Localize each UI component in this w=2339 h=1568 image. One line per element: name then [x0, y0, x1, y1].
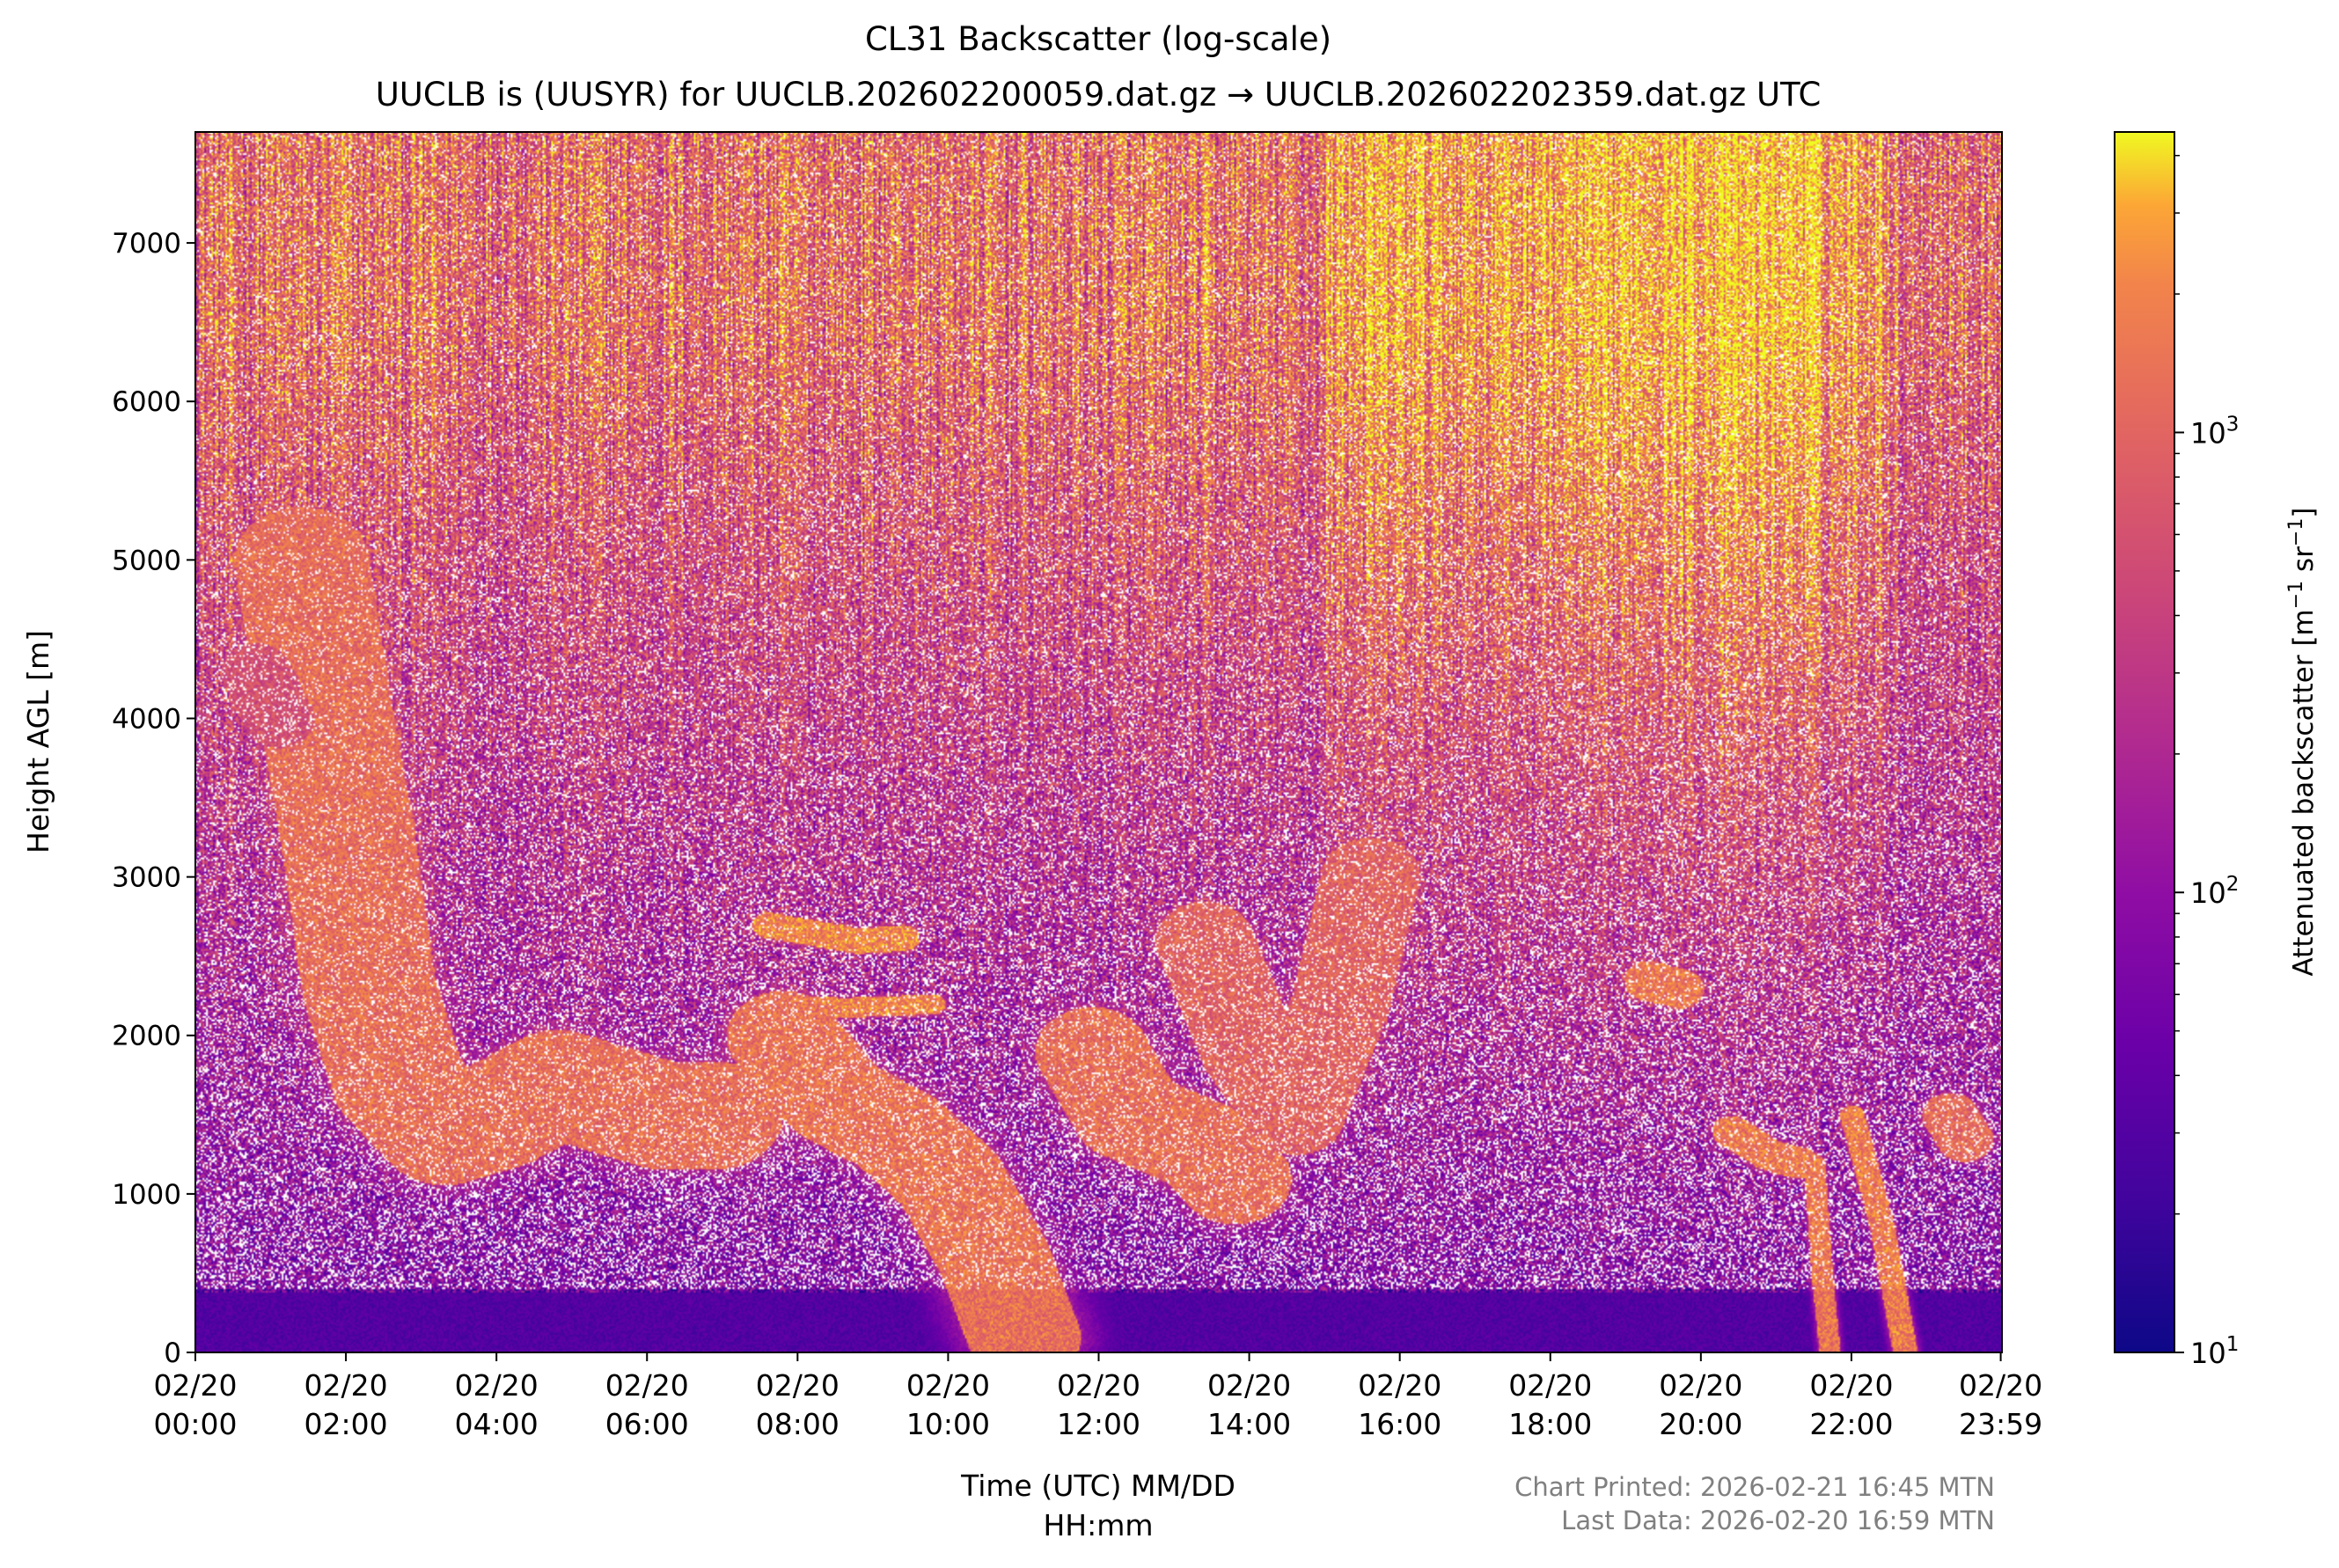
x-tick-time: 23:59 — [1959, 1407, 2042, 1441]
colorbar-tick-label: 103 — [2190, 413, 2239, 450]
x-tick-date: 02/20 — [906, 1368, 990, 1403]
y-tick-label: 2000 — [112, 1021, 181, 1052]
colorbar-label-exp2: −1 — [2285, 518, 2307, 546]
x-tick-time: 00:00 — [153, 1407, 237, 1441]
x-tick-date: 02/20 — [1358, 1368, 1441, 1403]
x-tick-date: 02/20 — [1659, 1368, 1742, 1403]
colorbar-label-main: Attenuated backscatter [m — [2288, 609, 2320, 976]
colorbar-tick-label: 101 — [2190, 1333, 2239, 1370]
colorbar — [2114, 131, 2175, 1353]
y-axis-label: Height AGL [m] — [21, 630, 55, 854]
x-axis: 02/20 00:00 02/20 02:00 02/20 04:00 02/20 06:00… — [153, 1352, 2042, 1441]
x-tick-time: 20:00 — [1659, 1407, 1742, 1441]
x-tick-time: 18:00 — [1508, 1407, 1592, 1441]
x-tick-time: 22:00 — [1809, 1407, 1893, 1441]
x-tick-time: 04:00 — [455, 1407, 539, 1441]
x-tick-date: 02/20 — [1959, 1368, 2042, 1403]
y-axis: 0 1000 2000 3000 4000 5000 6000 7000 — [112, 228, 195, 1369]
colorbar-label-exp1: −1 — [2285, 581, 2307, 609]
chart-title: CL31 Backscatter (log-scale) — [865, 20, 1331, 58]
y-tick-label: 3000 — [112, 862, 181, 894]
x-tick-time: 12:00 — [1057, 1407, 1140, 1441]
chart-subtitle: UUCLB is (UUSYR) for UUCLB.202602200059.… — [376, 76, 1822, 114]
y-tick-label: 6000 — [112, 386, 181, 418]
plot-area — [195, 132, 2002, 1352]
x-tick-time: 14:00 — [1207, 1407, 1291, 1441]
x-tick-date: 02/20 — [1809, 1368, 1893, 1403]
last-data-note: Last Data: 2026-02-20 16:59 MTN — [1561, 1506, 1995, 1535]
colorbar-label-end: ] — [2288, 508, 2320, 518]
x-tick-date: 02/20 — [1207, 1368, 1291, 1403]
x-tick-date: 02/20 — [455, 1368, 539, 1403]
x-tick-date: 02/20 — [756, 1368, 840, 1403]
x-tick-date: 02/20 — [1508, 1368, 1592, 1403]
colorbar-label: Attenuated backscatter [m−1 sr−1] — [2285, 508, 2320, 977]
backscatter-heatmap — [195, 132, 2002, 1352]
x-tick-time: 08:00 — [756, 1407, 840, 1441]
y-tick-label: 5000 — [112, 545, 181, 576]
x-tick-date: 02/20 — [605, 1368, 689, 1403]
y-tick-label: 7000 — [112, 228, 181, 260]
x-tick-time: 16:00 — [1358, 1407, 1441, 1441]
colorbar-tick-label: 102 — [2190, 873, 2239, 910]
colorbar-axis: 101 102 103 — [2174, 154, 2239, 1370]
x-axis-label-line2: HH:mm — [1043, 1508, 1153, 1542]
y-tick-label: 1000 — [112, 1179, 181, 1211]
colorbar-label-mid: sr — [2288, 546, 2320, 581]
y-tick-label: 0 — [164, 1337, 181, 1369]
y-tick-label: 4000 — [112, 703, 181, 735]
x-tick-date: 02/20 — [153, 1368, 237, 1403]
x-tick-date: 02/20 — [1057, 1368, 1140, 1403]
x-tick-time: 10:00 — [906, 1407, 990, 1441]
x-tick-time: 06:00 — [605, 1407, 689, 1441]
chart-printed-note: Chart Printed: 2026-02-21 16:45 MTN — [1514, 1472, 1995, 1502]
x-tick-time: 02:00 — [304, 1407, 388, 1441]
x-tick-date: 02/20 — [304, 1368, 388, 1403]
x-axis-label-line1: Time (UTC) MM/DD — [960, 1469, 1235, 1503]
